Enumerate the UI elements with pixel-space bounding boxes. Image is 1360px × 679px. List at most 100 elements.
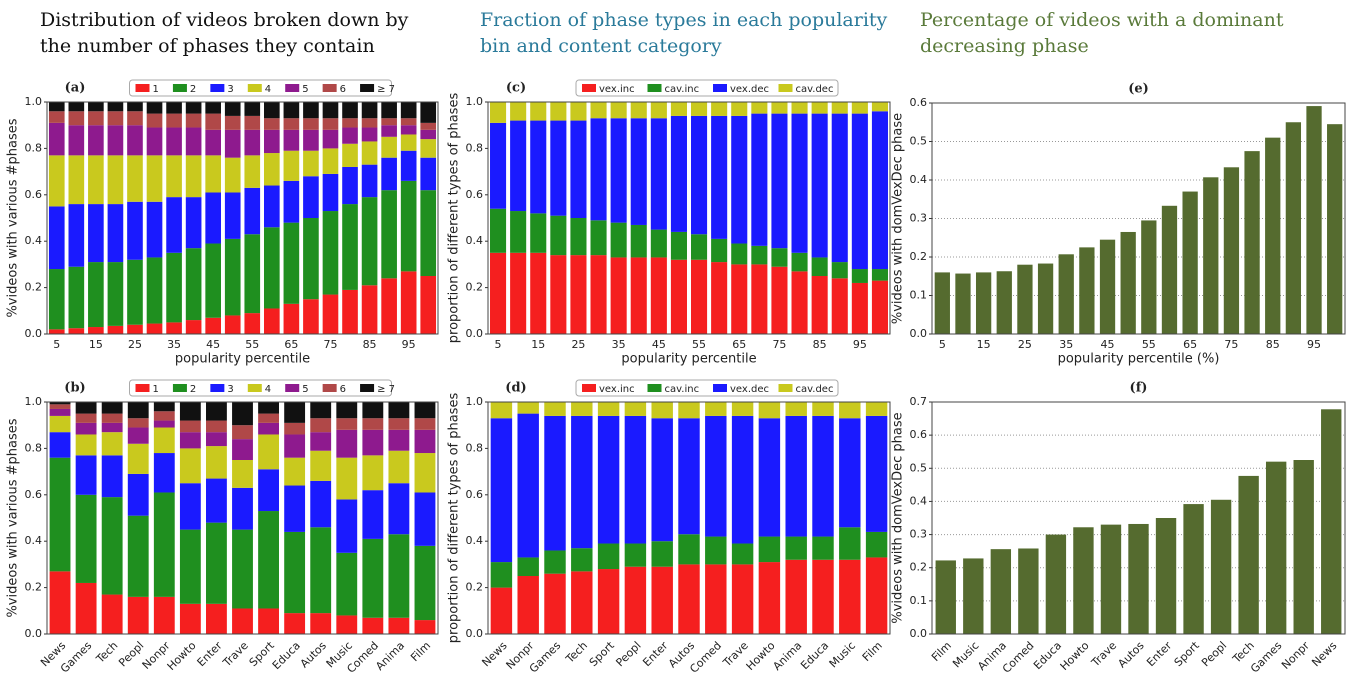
bar-segment [146,113,163,128]
legend-label: ≥ 7 [377,384,395,395]
bar-segment [322,129,339,149]
bar-segment [362,490,384,539]
bar-segment [651,402,673,419]
bar-segment [127,443,149,474]
bar-segment [691,102,708,116]
bar-segment [831,113,848,263]
y-tick-label: 1.0 [466,395,484,408]
bar-segment [48,269,65,330]
bar-segment [361,102,378,119]
bar-segment [303,150,319,177]
x-tick-label: 25 [1018,338,1032,351]
bar-segment [264,102,280,119]
bar-segment [322,211,339,295]
bar-segment [206,522,227,604]
x-tick-label: Tech [563,639,590,666]
bar-segment [232,439,253,460]
y-tick-label: 0.6 [466,488,484,501]
bar-segment [224,192,241,239]
bar-segment [101,594,123,634]
bar-segment [691,115,708,235]
bar-segment [490,418,513,563]
column-heading: Fraction of phase types in each populari… [480,9,888,31]
bar-segment [571,402,593,416]
bar-segment [283,102,300,119]
bar-segment [624,402,647,416]
bar [996,271,1012,334]
bar-segment [388,450,410,484]
bar-segment [650,229,667,258]
bar [1045,534,1067,634]
bar-segment [811,257,828,276]
x-tick-label: 55 [245,338,259,351]
y-tick-label: 0.2 [910,250,928,263]
bar-segment [310,527,332,614]
x-tick-label: 65 [284,338,298,351]
bar-segment [127,125,143,156]
x-tick-label: Autos [1115,639,1146,670]
x-tick-label: Howto [1058,639,1092,673]
bar-segment [670,231,687,260]
bar-segment [839,527,861,560]
y-tick-label: 0.0 [466,627,484,640]
x-tick-label: 85 [813,338,827,351]
bar-segment [336,429,358,458]
bar-segment [107,102,124,112]
y-tick-label: 0.8 [25,441,43,454]
x-tick-label: 35 [167,338,181,351]
x-tick-label: Howto [165,639,199,673]
bar-segment [691,259,708,334]
bar-segment [244,115,261,130]
bar-segment [68,266,85,329]
bar-segment [146,127,163,156]
y-tick-label: 0.6 [466,188,484,201]
bar-segment [49,408,71,416]
bar-segment [812,402,834,416]
bar [963,558,984,634]
bar [1203,177,1219,334]
bar-segment [400,125,417,135]
bar-segment [88,262,104,328]
bar-segment [414,453,436,493]
bar-segment [630,224,647,258]
bar-segment [49,415,71,433]
bar-segment [224,238,241,316]
bar-segment [381,190,397,279]
bar-segment [420,276,437,334]
bar-segment [865,531,888,558]
y-tick-label: 0.2 [25,581,43,594]
bar-segment [146,323,163,334]
bar-segment [127,418,149,428]
x-tick-label: 45 [652,338,666,351]
bar-segment [731,102,748,116]
bar-segment [510,120,527,212]
bar-segment [127,102,143,112]
bar-segment [400,150,417,181]
bar-segment [871,111,888,270]
plot-area [488,102,890,334]
x-tick-label: 75 [1224,338,1238,351]
y-tick-label: 0.8 [466,141,484,154]
bar-segment [711,262,728,334]
legend-label: 2 [190,384,196,395]
y-tick-label: 0.4 [466,534,484,547]
x-axis-label: popularity percentile [175,352,310,367]
legend-label: 6 [340,84,346,95]
bar-segment [205,129,221,156]
bar-segment [420,129,437,140]
bar-segment [205,243,221,318]
bar-segment [258,422,279,435]
y-tick-label: 0.0 [466,327,484,340]
bar-segment [153,420,175,428]
bar-segment [624,543,647,567]
bar-segment [146,201,163,258]
bar-segment [342,166,358,205]
bar-segment [597,543,620,570]
bar-segment [283,118,300,130]
y-tick-label: 1.0 [466,95,484,108]
bar-segment [153,411,175,421]
bar-segment [336,499,358,553]
bar-segment [153,427,175,454]
legend-swatch [247,84,262,92]
